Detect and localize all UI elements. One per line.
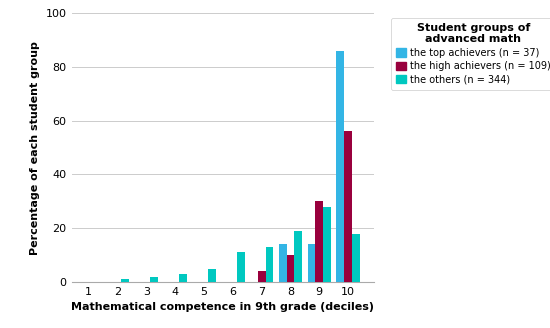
- Bar: [315, 201, 323, 282]
- Bar: [294, 231, 302, 282]
- Bar: [122, 279, 129, 282]
- Bar: [337, 51, 344, 282]
- Y-axis label: Percentage of each student group: Percentage of each student group: [30, 41, 40, 255]
- Bar: [352, 234, 360, 282]
- Bar: [323, 207, 331, 282]
- Bar: [279, 244, 287, 282]
- X-axis label: Mathematical competence in 9th grade (deciles): Mathematical competence in 9th grade (de…: [72, 302, 374, 313]
- Bar: [307, 244, 315, 282]
- Bar: [287, 255, 294, 282]
- Bar: [344, 132, 352, 282]
- Bar: [208, 269, 216, 282]
- Legend: the top achievers (n = 37), the high achievers (n = 109), the others (n = 344): the top achievers (n = 37), the high ach…: [391, 18, 550, 90]
- Bar: [266, 247, 273, 282]
- Bar: [179, 274, 187, 282]
- Bar: [236, 253, 245, 282]
- Bar: [258, 271, 266, 282]
- Bar: [150, 277, 158, 282]
